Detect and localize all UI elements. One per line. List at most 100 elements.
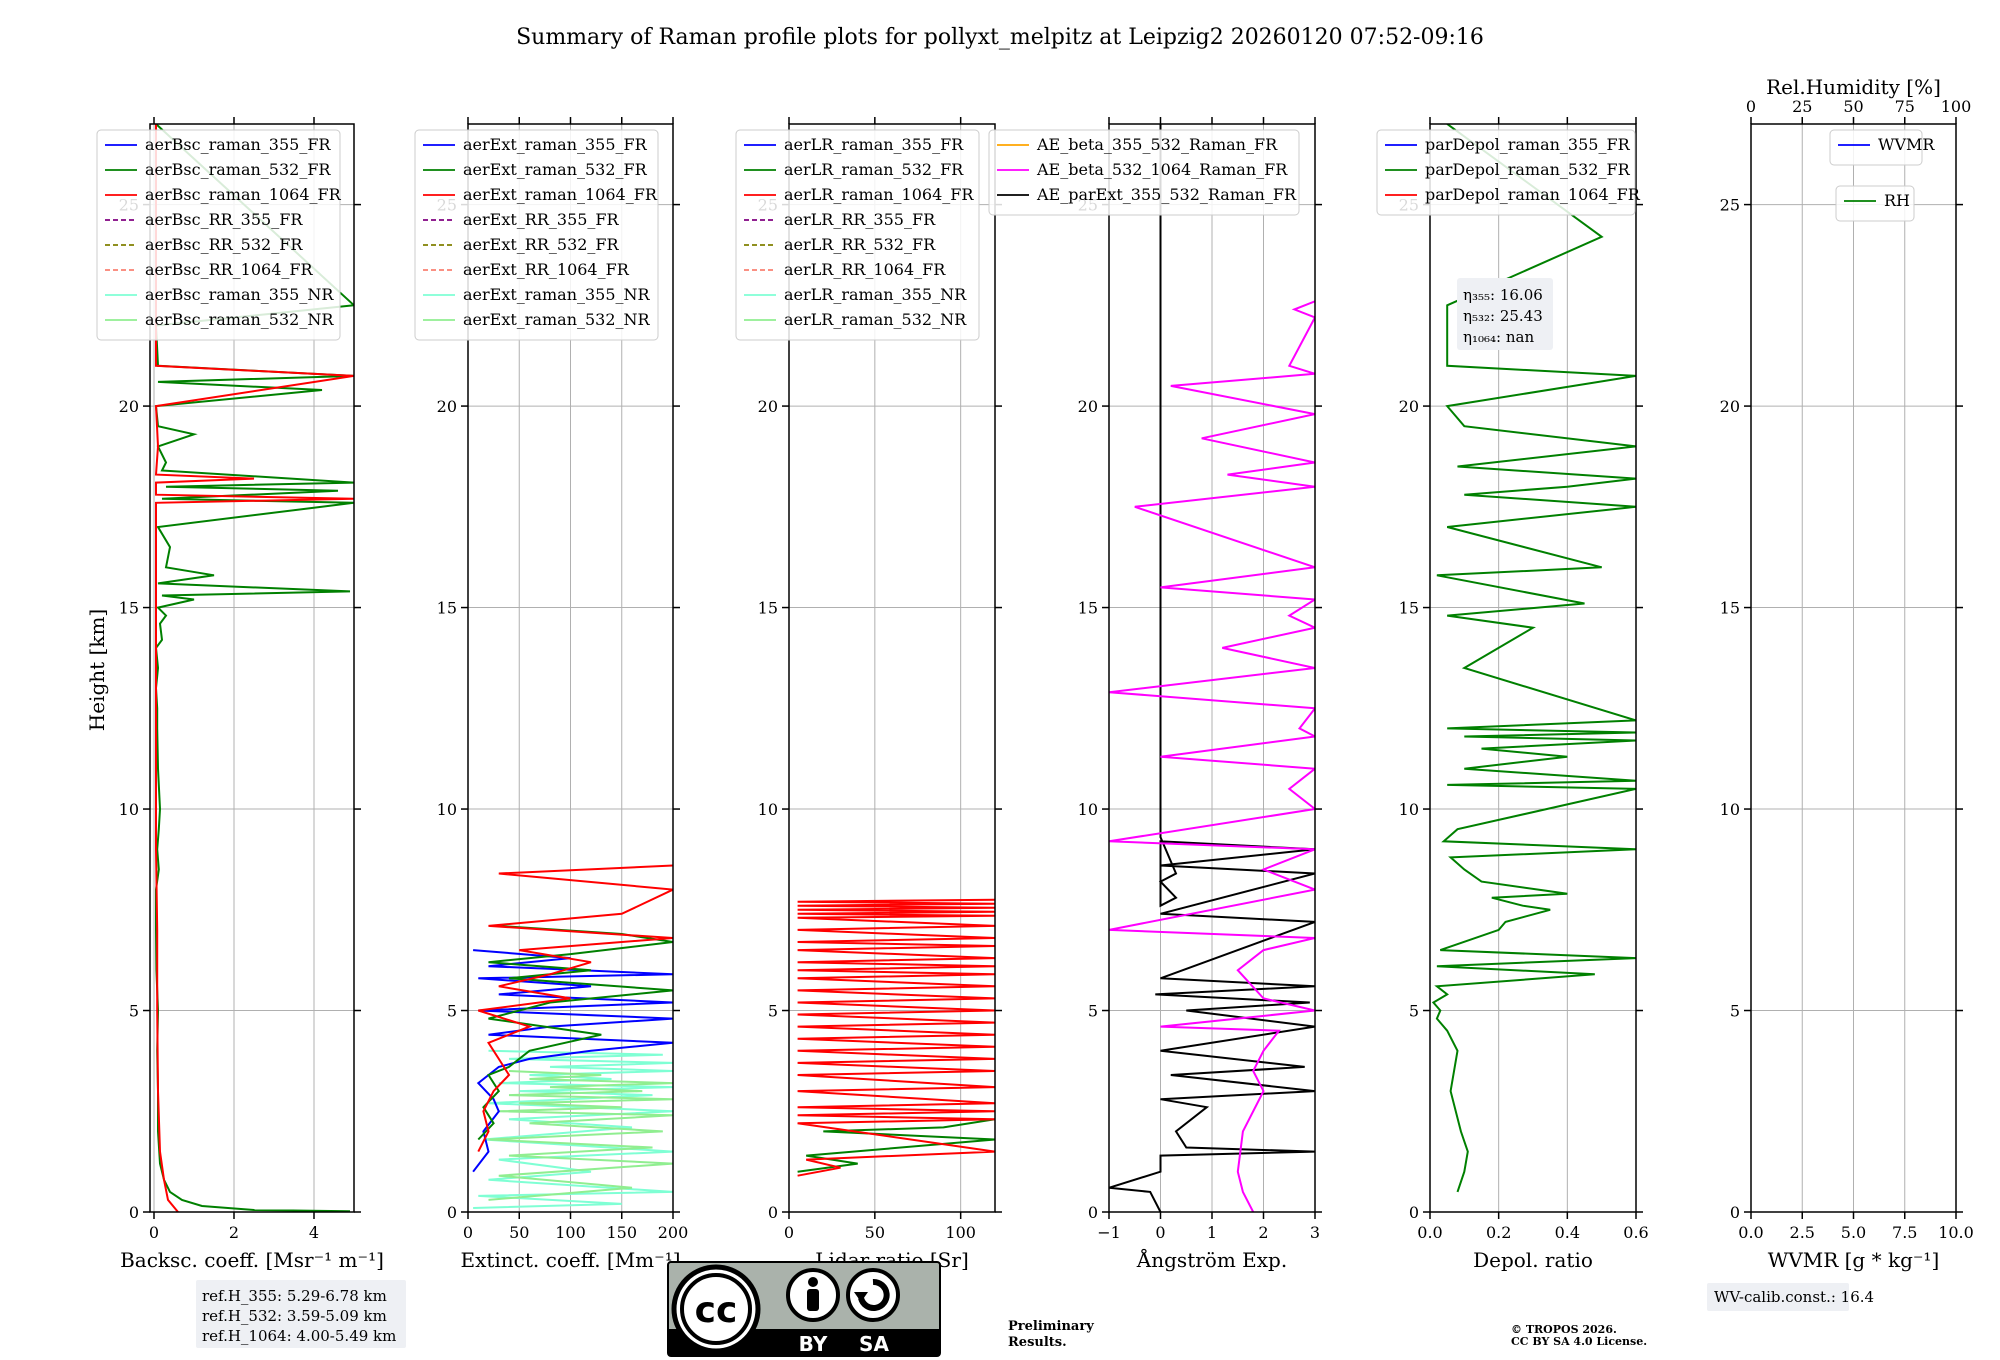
legend-label: parDepol_raman_355_FR bbox=[1425, 135, 1631, 154]
legend-label: aerBsc_RR_1064_FR bbox=[145, 260, 314, 279]
y-tick-label: 5 bbox=[447, 1002, 457, 1021]
legend-frame bbox=[1835, 185, 1915, 222]
eta-value: η₁₀₆₄: nan bbox=[1463, 328, 1534, 346]
y-tick-label: 5 bbox=[1409, 1002, 1419, 1021]
legend-frame bbox=[735, 129, 980, 341]
eta-value: η₅₃₂: 25.43 bbox=[1463, 307, 1543, 325]
x-tick-label: 50 bbox=[509, 1223, 529, 1242]
badge-sa-label: SA bbox=[859, 1332, 889, 1356]
legend-label: aerExt_raman_355_NR bbox=[463, 285, 651, 304]
legend-label: aerExt_RR_355_FR bbox=[463, 210, 620, 229]
legend-label: aerLR_RR_532_FR bbox=[784, 235, 936, 254]
axes-frame bbox=[149, 123, 355, 1213]
legend-ext: aerExt_raman_355_FR aerExt_raman_532_FRae… bbox=[414, 129, 659, 341]
y-tick-label: 15 bbox=[1078, 599, 1098, 618]
legend-label: aerLR_RR_1064_FR bbox=[784, 260, 946, 279]
legend-dep: parDepol_raman_355_FR parDepol_raman_532_… bbox=[1376, 129, 1641, 216]
legend-label: aerLR_RR_355_FR bbox=[784, 210, 936, 229]
x-tick-label: 2.5 bbox=[1790, 1223, 1815, 1242]
y-tick-label: 15 bbox=[437, 599, 457, 618]
x-tick-label: 0.4 bbox=[1555, 1223, 1580, 1242]
x-axis-label: Backsc. coeff. [Msr⁻¹ m⁻¹] bbox=[120, 1248, 384, 1272]
wv-calib-text: WV-calib.const.: 16.4 bbox=[1714, 1288, 1874, 1306]
top-x-tick-label: 50 bbox=[1843, 97, 1863, 116]
legend-label: aerLR_raman_532_FR bbox=[784, 160, 964, 179]
series-aerExt_raman_532_FR bbox=[477, 924, 673, 1141]
x-tick-label: 4 bbox=[309, 1223, 319, 1242]
legend-label: aerLR_raman_355_FR bbox=[784, 135, 964, 154]
legend-label: RH bbox=[1884, 191, 1910, 210]
series-parDepol_raman_532_FR bbox=[1431, 124, 1636, 1193]
legend-wvmr: WVMR bbox=[1829, 129, 1935, 166]
legend-label: aerExt_raman_1064_FR bbox=[463, 185, 658, 204]
x-axis-label: Extinct. coeff. [Mm⁻¹] bbox=[460, 1248, 680, 1272]
x-tick-label: 7.5 bbox=[1892, 1223, 1917, 1242]
y-tick-label: 10 bbox=[758, 800, 778, 819]
legend-label: aerExt_raman_532_NR bbox=[463, 310, 651, 329]
x-tick-label: 0 bbox=[149, 1223, 159, 1242]
top-x-tick-label: 100 bbox=[1941, 97, 1972, 116]
legend-label: aerLR_raman_532_NR bbox=[784, 310, 967, 329]
top-x-tick-label: 0 bbox=[1746, 97, 1756, 116]
y-tick-label: 0 bbox=[1088, 1203, 1098, 1222]
y-tick-label: 0 bbox=[447, 1203, 457, 1222]
legend-label: parDepol_raman_532_FR bbox=[1425, 160, 1631, 179]
x-tick-label: 0.0 bbox=[1417, 1223, 1442, 1242]
legend-bsc: aerBsc_raman_355_FR aerBsc_raman_532_FRae… bbox=[96, 129, 342, 341]
x-tick-label: 3 bbox=[1310, 1223, 1320, 1242]
legend-label: aerLR_raman_355_NR bbox=[784, 285, 967, 304]
panel-bsc: 0240510152025Backsc. coeff. [Msr⁻¹ m⁻¹]a… bbox=[96, 117, 384, 1272]
eta-frame bbox=[1457, 278, 1553, 350]
ref-heights-box: ref.H_355: 5.29-6.78 km ref.H_532: 3.59-… bbox=[196, 1280, 406, 1348]
legend-frame bbox=[988, 129, 1300, 216]
panel-lr: 0501000510152025Lidar ratio [Sr]aerLR_ra… bbox=[735, 117, 1002, 1272]
copyright-note: © TROPOS 2026. CC BY SA 4.0 License. bbox=[1511, 1323, 1647, 1348]
y-tick-label: 20 bbox=[437, 397, 457, 416]
legend-label: parDepol_raman_1064_FR bbox=[1425, 185, 1641, 204]
x-tick-label: 1 bbox=[1207, 1223, 1217, 1242]
legend-frame bbox=[1829, 129, 1923, 166]
y-tick-label: 0 bbox=[768, 1203, 778, 1222]
y-tick-label: 15 bbox=[1399, 599, 1419, 618]
y-tick-label: 5 bbox=[1088, 1002, 1098, 1021]
x-axis-label: WVMR [g * kg⁻¹] bbox=[1768, 1248, 1940, 1272]
x-axis-label: Ångström Exp. bbox=[1136, 1247, 1287, 1272]
legend-label: aerLR_raman_1064_FR bbox=[784, 185, 974, 204]
x-tick-label: 200 bbox=[658, 1223, 689, 1242]
x-tick-label: 0.6 bbox=[1623, 1223, 1648, 1242]
legend-label: aerBsc_raman_532_FR bbox=[145, 160, 331, 179]
top-x-tick-label: 25 bbox=[1792, 97, 1812, 116]
x-tick-label: 100 bbox=[945, 1223, 976, 1242]
y-tick-label: 15 bbox=[758, 599, 778, 618]
y-tick-label: 10 bbox=[1399, 800, 1419, 819]
ref-height-532: ref.H_532: 3.59-5.09 km bbox=[202, 1307, 387, 1325]
legend-rh: RH bbox=[1835, 185, 1915, 222]
legend-label: aerBsc_raman_1064_FR bbox=[145, 185, 342, 204]
eta-box: η₃₅₅: 16.06 η₅₃₂: 25.43 η₁₀₆₄: nan bbox=[1457, 278, 1553, 350]
y-tick-label: 20 bbox=[119, 397, 139, 416]
legend-label: AE_parExt_355_532_Raman_FR bbox=[1036, 185, 1297, 204]
y-tick-label: 10 bbox=[1720, 800, 1740, 819]
x-tick-label: 0.0 bbox=[1738, 1223, 1763, 1242]
x-tick-label: −1 bbox=[1097, 1223, 1121, 1242]
series-AE_parExt_355_532_Raman_FR bbox=[1109, 124, 1315, 1212]
panel-wv: 0.0 2.5 5.0 7.5 10.0 0 5 10 15 20 25 WVMR [g * kg⁻¹… bbox=[1720, 75, 1974, 1272]
y-tick-label: 20 bbox=[1078, 397, 1098, 416]
y-tick-label: 5 bbox=[1730, 1002, 1740, 1021]
x-tick-label: 5.0 bbox=[1841, 1223, 1866, 1242]
legend-frame bbox=[414, 129, 659, 341]
badge-by-label: BY bbox=[799, 1332, 828, 1356]
legend-label: aerExt_raman_532_FR bbox=[463, 160, 648, 179]
panels: 0240510152025Backsc. coeff. [Msr⁻¹ m⁻¹]a… bbox=[96, 75, 1974, 1272]
ref-height-1064: ref.H_1064: 4.00-5.49 km bbox=[202, 1327, 396, 1345]
ref-height-355: ref.H_355: 5.29-6.78 km bbox=[202, 1287, 387, 1305]
legend-label: aerBsc_RR_532_FR bbox=[145, 235, 303, 254]
x-tick-label: 0 bbox=[463, 1223, 473, 1242]
legend-label: aerExt_raman_355_FR bbox=[463, 135, 648, 154]
legend-label: aerExt_RR_1064_FR bbox=[463, 260, 630, 279]
top-x-axis-label: Rel.Humidity [%] bbox=[1766, 75, 1941, 99]
legend-label: aerBsc_RR_355_FR bbox=[145, 210, 303, 229]
eta-value: η₃₅₅: 16.06 bbox=[1463, 286, 1543, 304]
y-tick-label: 5 bbox=[129, 1002, 139, 1021]
legend-label: aerExt_RR_532_FR bbox=[463, 235, 620, 254]
